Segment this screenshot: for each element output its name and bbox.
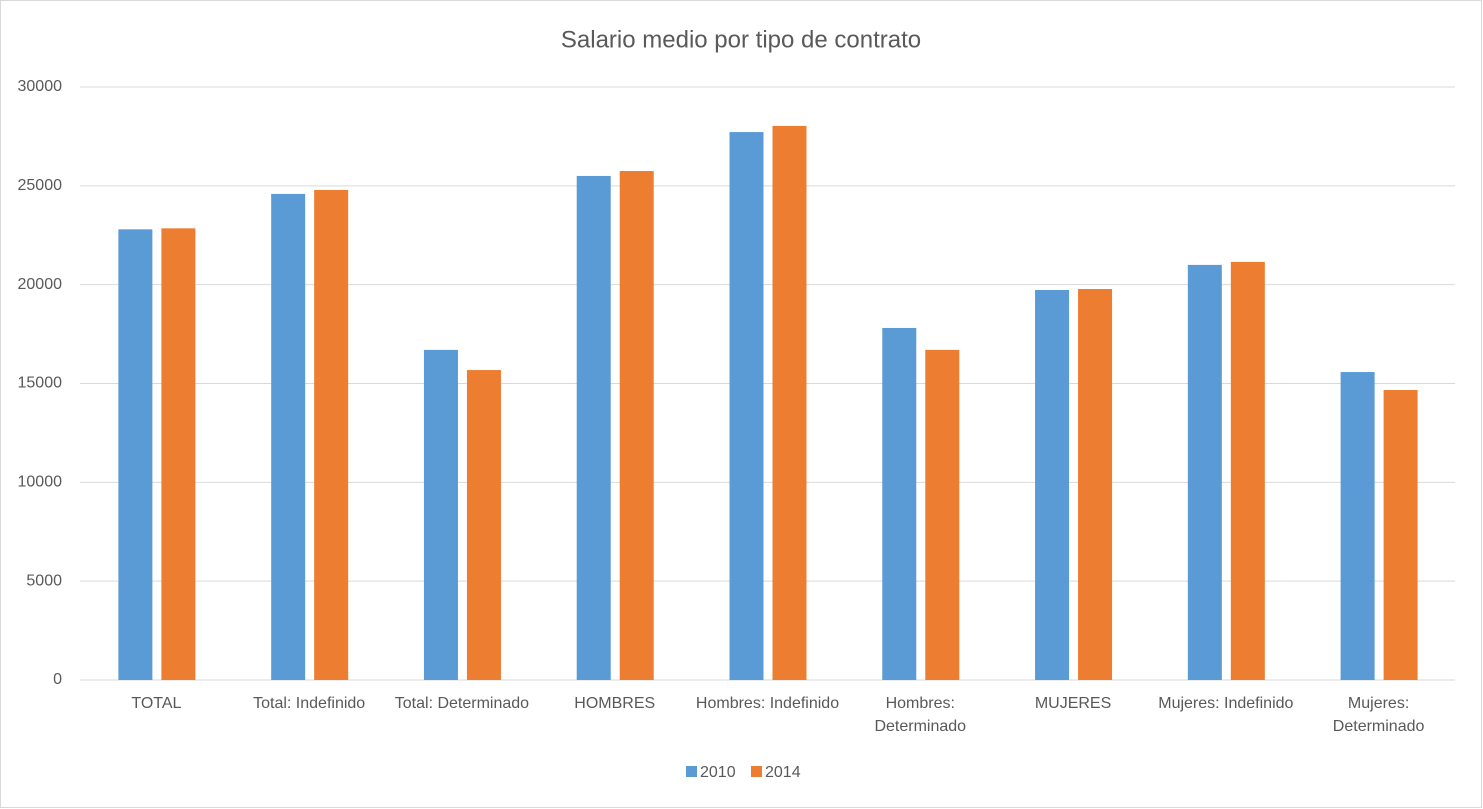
y-tick-label: 0 (53, 671, 62, 688)
x-tick-label: HOMBRES (574, 695, 656, 712)
x-tick-label: Total: Indefinido (253, 695, 366, 712)
bar (925, 349, 960, 680)
y-tick-label: 25000 (18, 177, 63, 194)
legend-swatch (686, 766, 697, 777)
bar (466, 370, 501, 680)
bar (1340, 372, 1375, 680)
bar (882, 327, 917, 680)
x-tick-label: MUJERES (1034, 695, 1112, 712)
y-tick-label: 15000 (18, 375, 63, 392)
bar (1078, 289, 1113, 680)
y-tick-label: 30000 (18, 78, 63, 95)
x-tick-label: Hombres: Indefinido (695, 695, 840, 712)
bar (314, 189, 349, 681)
bar (1383, 390, 1418, 680)
legend-label: 2010 (700, 764, 736, 781)
y-tick-label: 5000 (26, 572, 62, 589)
bar (118, 229, 153, 680)
y-tick-label: 20000 (18, 276, 63, 293)
bar (161, 228, 196, 680)
y-tick-label: 10000 (18, 474, 63, 491)
x-tick-label: Mujeres: Indefinido (1158, 695, 1294, 712)
x-tick-label: Mujeres: Determinado (1332, 695, 1425, 735)
bar (1187, 264, 1222, 680)
bar (729, 132, 764, 680)
legend-label: 2014 (765, 764, 801, 781)
x-tick-label: TOTAL (131, 695, 182, 712)
bar (271, 193, 306, 680)
bar (576, 175, 611, 680)
bar (423, 349, 458, 680)
bar (1035, 290, 1070, 680)
bar (619, 171, 654, 680)
bar (772, 125, 807, 681)
bar (1230, 261, 1265, 680)
x-tick-label: Total: Determinado (394, 695, 530, 712)
legend-swatch (751, 766, 762, 777)
x-tick-label: Hombres: Determinado (874, 695, 967, 735)
chart-title: Salario medio por tipo de contrato (561, 26, 921, 53)
